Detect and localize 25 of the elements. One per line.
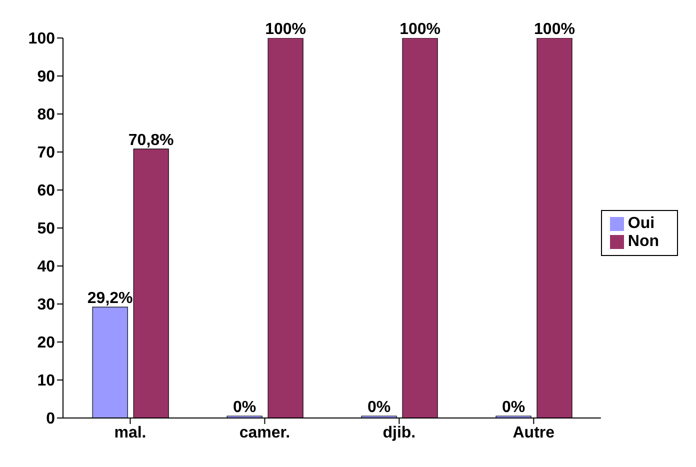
y-tick-label: 40 bbox=[37, 258, 56, 276]
data-label: 70,8% bbox=[128, 132, 174, 149]
y-tick-label: 60 bbox=[37, 182, 56, 200]
legend-label: Oui bbox=[628, 215, 655, 232]
data-label: 0% bbox=[367, 399, 391, 416]
y-tick-label: 90 bbox=[37, 68, 56, 86]
x-tick-label: camer. bbox=[239, 424, 290, 442]
y-tick-label: 70 bbox=[37, 144, 56, 162]
y-tick-label: 30 bbox=[37, 296, 56, 314]
x-tick-label: mal. bbox=[114, 424, 146, 442]
y-tick-label: 0 bbox=[46, 410, 56, 428]
data-label: 100% bbox=[534, 21, 575, 38]
legend-label: Non bbox=[628, 233, 659, 250]
y-tick-label: 10 bbox=[37, 372, 56, 390]
data-label: 100% bbox=[265, 21, 306, 38]
data-label: 100% bbox=[400, 21, 440, 38]
x-tick-label: Autre bbox=[512, 424, 555, 442]
y-tick-label: 80 bbox=[37, 106, 56, 124]
x-tick-label: djib. bbox=[382, 424, 416, 442]
data-label: 0% bbox=[232, 399, 256, 416]
data-label: 0% bbox=[502, 399, 526, 416]
data-label: 29,2% bbox=[87, 290, 133, 308]
y-tick-label: 20 bbox=[37, 334, 56, 352]
y-tick-label: 100 bbox=[28, 30, 56, 48]
y-tick-label: 50 bbox=[37, 220, 56, 238]
